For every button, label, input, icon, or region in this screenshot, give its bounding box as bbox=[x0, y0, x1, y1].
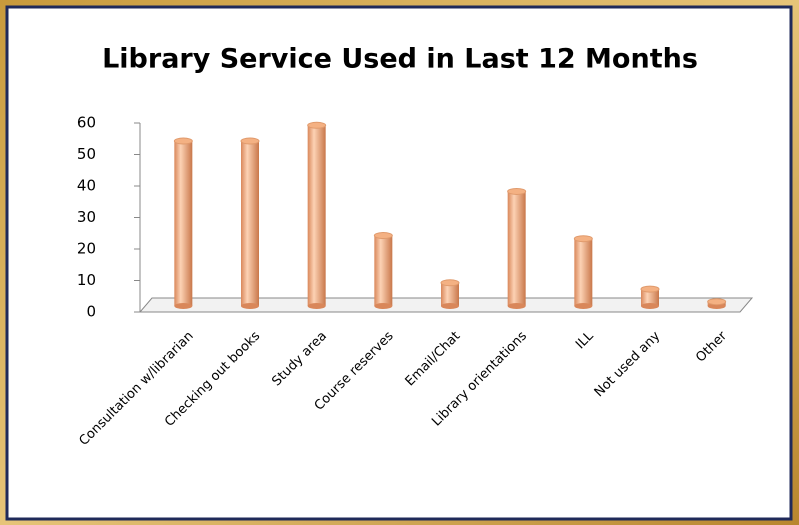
bar-top bbox=[373, 232, 393, 240]
bar-top bbox=[440, 279, 460, 287]
bar-base bbox=[641, 303, 659, 309]
bar-body bbox=[374, 235, 393, 306]
bar-top bbox=[507, 187, 527, 195]
bar bbox=[440, 279, 460, 309]
bar bbox=[173, 137, 193, 309]
bar-base bbox=[441, 303, 459, 309]
y-tick-label: 0 bbox=[86, 303, 96, 321]
bar-base bbox=[507, 303, 526, 309]
bar bbox=[240, 137, 260, 309]
bar bbox=[640, 285, 660, 309]
bar-base bbox=[574, 303, 593, 309]
y-tick-label: 10 bbox=[77, 271, 96, 289]
bar-top bbox=[640, 285, 660, 293]
bar-base bbox=[174, 303, 193, 309]
bar-top bbox=[173, 137, 193, 145]
bar-body bbox=[174, 141, 193, 306]
y-tick-label: 30 bbox=[77, 208, 96, 226]
y-tick-label: 50 bbox=[77, 145, 96, 163]
bar-base bbox=[374, 303, 393, 309]
panel bbox=[5, 5, 793, 521]
bar-top bbox=[240, 137, 260, 145]
bar-base bbox=[241, 303, 259, 309]
bar bbox=[707, 298, 727, 309]
bar-body bbox=[574, 238, 593, 306]
bar-body bbox=[241, 141, 259, 306]
y-tick-label: 40 bbox=[77, 177, 96, 195]
bar bbox=[373, 232, 393, 309]
bar bbox=[573, 235, 593, 309]
bar-body bbox=[441, 282, 459, 306]
bar-top bbox=[707, 298, 727, 306]
y-tick-label: 60 bbox=[77, 114, 96, 132]
bar-top bbox=[573, 235, 593, 243]
chart-title: Library Service Used in Last 12 Months bbox=[102, 44, 698, 75]
bar-top bbox=[307, 121, 327, 129]
bar-body bbox=[307, 125, 326, 306]
bar-body bbox=[641, 289, 659, 306]
bar-base bbox=[307, 303, 326, 309]
y-tick-label: 20 bbox=[77, 240, 96, 258]
bar-body bbox=[507, 191, 526, 306]
bar bbox=[307, 121, 327, 309]
bar bbox=[507, 187, 527, 309]
